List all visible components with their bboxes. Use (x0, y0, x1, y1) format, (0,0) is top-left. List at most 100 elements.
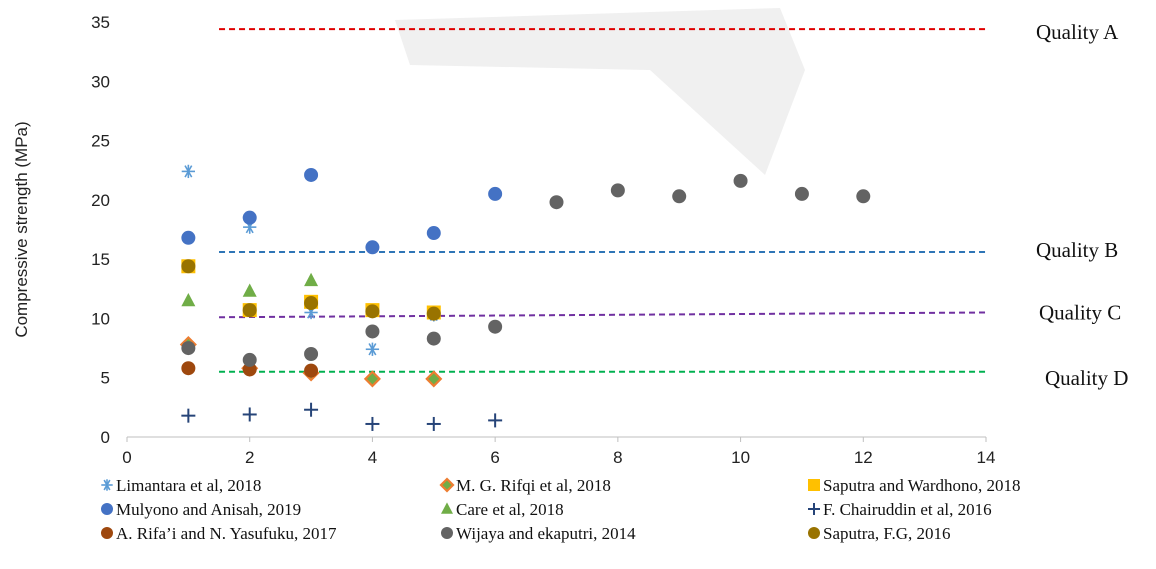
data-point (242, 407, 257, 422)
y-tick-label: 0 (101, 428, 110, 447)
y-tick-label: 30 (91, 72, 110, 91)
legend-item: Saputra and Wardhono, 2018 (808, 476, 1021, 495)
data-point (304, 167, 319, 182)
data-point (808, 527, 820, 539)
data-point (181, 230, 196, 245)
x-tick-label: 2 (245, 448, 254, 467)
data-point (363, 370, 381, 388)
data-point (242, 283, 257, 297)
data-point (181, 361, 196, 376)
x-tick-label: 0 (122, 448, 131, 467)
data-point (181, 408, 196, 423)
data-point (181, 292, 196, 307)
series (179, 335, 443, 388)
data-point (794, 186, 809, 201)
data-point (365, 416, 380, 431)
data-point (304, 402, 319, 417)
y-axis-title: Compressive strength (MPa) (12, 121, 31, 337)
data-point (808, 479, 820, 491)
data-point (426, 416, 441, 431)
legend-item: Mulyono and Anisah, 2019 (101, 500, 301, 519)
legend-label: Wijaya and ekaputri, 2014 (456, 524, 636, 543)
data-point (181, 164, 196, 179)
series (181, 167, 503, 255)
data-point (242, 303, 257, 318)
data-point (426, 331, 441, 346)
data-point (101, 503, 113, 515)
legend-item: Saputra, F.G, 2016 (808, 524, 951, 543)
data-point (441, 527, 453, 539)
x-tick-label: 4 (368, 448, 377, 467)
x-tick-label: 6 (490, 448, 499, 467)
legend-label: Saputra and Wardhono, 2018 (823, 476, 1021, 495)
legend-label: Care et al, 2018 (456, 500, 564, 519)
data-point (304, 363, 319, 378)
data-point (441, 502, 453, 514)
data-point (426, 226, 441, 241)
y-tick-label: 5 (101, 369, 110, 388)
legend-item: Care et al, 2018 (441, 500, 564, 519)
data-point (549, 195, 564, 210)
reference-line-label: Quality A (1036, 20, 1119, 44)
legend-item: M. G. Rifqi et al, 2018 (439, 476, 611, 495)
data-point (425, 370, 443, 388)
data-point (304, 347, 319, 361)
legend-label: Mulyono and Anisah, 2019 (116, 500, 301, 519)
data-point (808, 503, 820, 515)
data-point (488, 319, 503, 334)
data-point (672, 189, 687, 204)
legend-label: Saputra, F.G, 2016 (823, 524, 951, 543)
data-point (365, 240, 380, 255)
data-point (101, 479, 113, 491)
legend-item: Limantara et al, 2018 (101, 476, 261, 495)
data-point (610, 183, 625, 198)
data-point (365, 324, 380, 339)
data-point (101, 527, 113, 539)
series (181, 259, 441, 321)
data-point (439, 477, 455, 493)
reference-line-label: Quality D (1045, 366, 1128, 390)
x-tick-label: 14 (977, 448, 996, 467)
legend-item: A. Rifa’i and N. Yasufuku, 2017 (101, 524, 337, 543)
legend-item: F. Chairuddin et al, 2016 (808, 500, 992, 519)
data-point (365, 342, 380, 356)
data-point (304, 272, 319, 287)
y-tick-label: 10 (91, 309, 110, 328)
axes: 0 2 4 6 8 10 12 14 0 5 10 15 20 25 30 35 Compressive str… (12, 13, 995, 467)
legend: Limantara et al, 2018 M. G. Rifqi et al, … (101, 476, 1021, 543)
series (181, 164, 441, 356)
series (181, 272, 319, 307)
legend-item: Wijaya and ekaputri, 2014 (441, 524, 636, 543)
x-tick-label: 10 (731, 448, 750, 467)
data-points (179, 164, 871, 431)
watermark-shape (395, 8, 805, 175)
series (181, 402, 503, 431)
data-point (304, 296, 319, 311)
y-tick-label: 25 (91, 132, 110, 151)
data-point (365, 304, 380, 319)
legend-label: A. Rifa’i and N. Yasufuku, 2017 (116, 524, 337, 543)
reference-line (219, 311, 987, 319)
data-point (856, 189, 871, 204)
reference-line-label: Quality B (1036, 238, 1118, 262)
data-point (488, 186, 503, 201)
x-tick-label: 8 (613, 448, 622, 467)
data-point (426, 306, 441, 321)
x-tick-label: 12 (854, 448, 873, 467)
reference-line-label: Quality C (1039, 301, 1121, 325)
y-tick-label: 35 (91, 13, 110, 32)
data-point (242, 352, 257, 367)
data-point (488, 413, 503, 428)
y-tick-label: 20 (91, 191, 110, 210)
data-point (733, 173, 748, 188)
legend-label: Limantara et al, 2018 (116, 476, 261, 495)
y-tick-label: 15 (91, 250, 110, 269)
data-point (181, 341, 196, 356)
data-point (181, 259, 196, 274)
legend-label: M. G. Rifqi et al, 2018 (456, 476, 611, 495)
reference-lines: Quality A Quality B Quality C Quality D (219, 20, 1128, 390)
series (181, 173, 871, 367)
data-point (242, 210, 257, 225)
legend-label: F. Chairuddin et al, 2016 (823, 500, 992, 519)
